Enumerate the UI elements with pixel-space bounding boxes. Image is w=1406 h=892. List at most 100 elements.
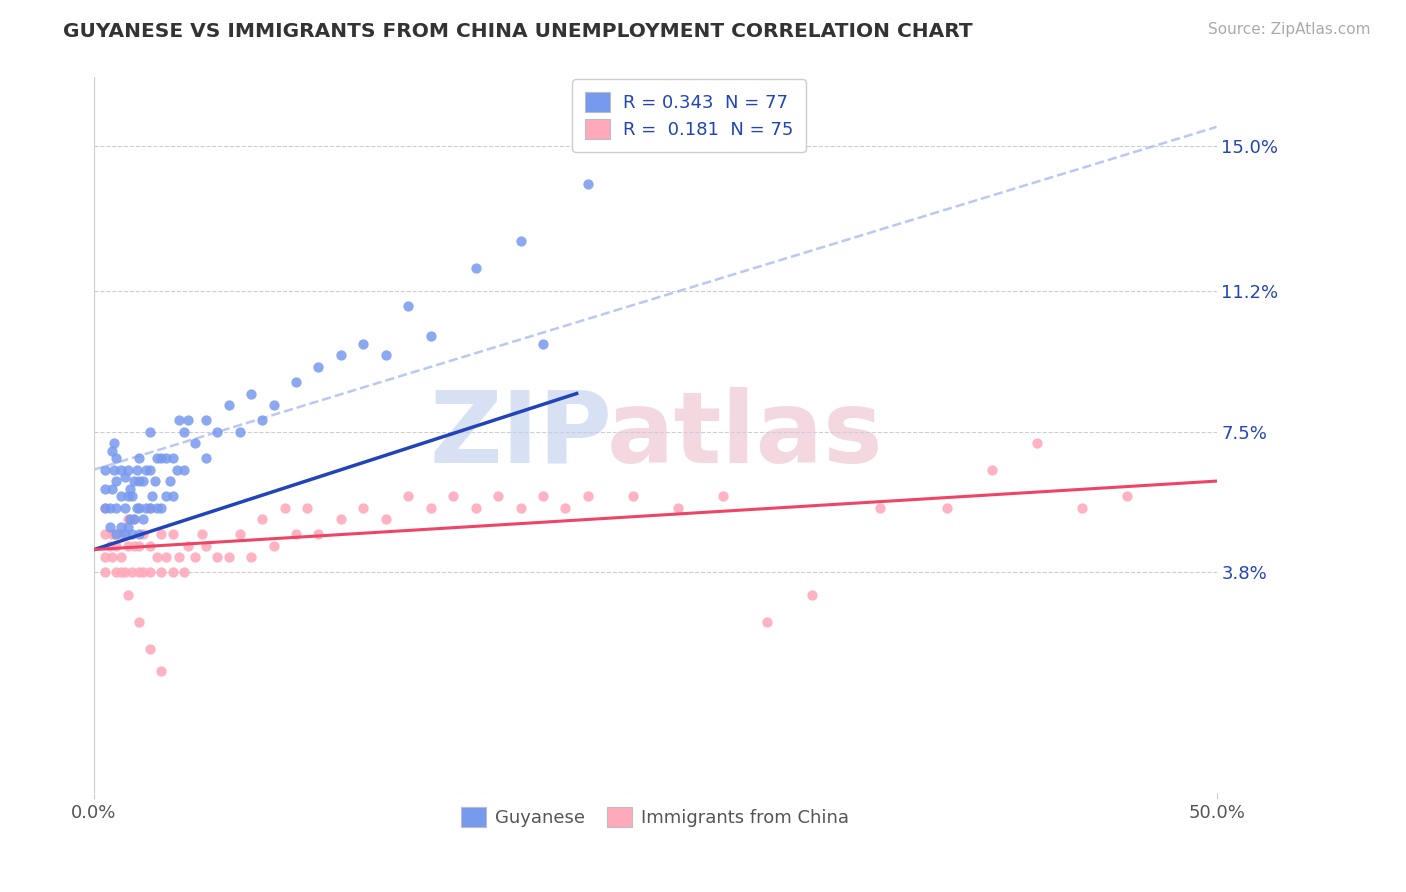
- Point: [128, 527, 150, 541]
- Point: [139, 425, 162, 439]
- Text: Source: ZipAtlas.com: Source: ZipAtlas.com: [1208, 22, 1371, 37]
- Point: [173, 425, 195, 439]
- Point: [141, 489, 163, 503]
- Point: [184, 550, 207, 565]
- Point: [117, 489, 139, 503]
- Point: [419, 329, 441, 343]
- Point: [105, 527, 128, 541]
- Point: [509, 500, 531, 515]
- Point: [139, 566, 162, 580]
- Point: [167, 550, 190, 565]
- Point: [110, 489, 132, 503]
- Point: [139, 500, 162, 515]
- Point: [374, 348, 396, 362]
- Point: [98, 539, 121, 553]
- Point: [352, 337, 374, 351]
- Point: [285, 527, 308, 541]
- Point: [162, 489, 184, 503]
- Point: [159, 474, 181, 488]
- Point: [128, 474, 150, 488]
- Point: [981, 463, 1004, 477]
- Point: [101, 550, 124, 565]
- Point: [103, 527, 125, 541]
- Point: [419, 500, 441, 515]
- Point: [509, 234, 531, 248]
- Point: [114, 566, 136, 580]
- Point: [150, 500, 173, 515]
- Point: [110, 550, 132, 565]
- Text: ZIP: ZIP: [429, 387, 612, 483]
- Point: [117, 520, 139, 534]
- Point: [98, 520, 121, 534]
- Point: [285, 375, 308, 389]
- Point: [118, 482, 141, 496]
- Point: [195, 451, 218, 466]
- Point: [128, 539, 150, 553]
- Point: [240, 550, 263, 565]
- Point: [117, 512, 139, 526]
- Point: [195, 539, 218, 553]
- Point: [132, 512, 155, 526]
- Point: [801, 588, 824, 602]
- Point: [135, 463, 157, 477]
- Point: [118, 512, 141, 526]
- Point: [576, 177, 599, 191]
- Point: [98, 500, 121, 515]
- Point: [94, 500, 117, 515]
- Point: [110, 463, 132, 477]
- Point: [252, 413, 274, 427]
- Point: [105, 474, 128, 488]
- Point: [110, 520, 132, 534]
- Point: [135, 500, 157, 515]
- Point: [155, 550, 177, 565]
- Point: [554, 500, 576, 515]
- Point: [105, 500, 128, 515]
- Point: [576, 489, 599, 503]
- Point: [121, 527, 143, 541]
- Point: [146, 451, 169, 466]
- Point: [150, 665, 173, 679]
- Point: [105, 566, 128, 580]
- Point: [128, 500, 150, 515]
- Point: [329, 348, 352, 362]
- Point: [94, 463, 117, 477]
- Point: [464, 500, 486, 515]
- Point: [146, 500, 169, 515]
- Point: [329, 512, 352, 526]
- Point: [117, 463, 139, 477]
- Point: [184, 436, 207, 450]
- Point: [162, 451, 184, 466]
- Point: [162, 566, 184, 580]
- Point: [666, 500, 689, 515]
- Point: [94, 500, 117, 515]
- Point: [103, 436, 125, 450]
- Point: [94, 527, 117, 541]
- Point: [128, 566, 150, 580]
- Point: [195, 413, 218, 427]
- Point: [105, 539, 128, 553]
- Point: [162, 527, 184, 541]
- Point: [117, 588, 139, 602]
- Legend: Guyanese, Immigrants from China: Guyanese, Immigrants from China: [454, 800, 856, 834]
- Point: [155, 489, 177, 503]
- Point: [1070, 500, 1092, 515]
- Point: [139, 641, 162, 656]
- Point: [132, 527, 155, 541]
- Point: [274, 500, 297, 515]
- Point: [177, 413, 200, 427]
- Point: [150, 527, 173, 541]
- Point: [936, 500, 959, 515]
- Point: [101, 527, 124, 541]
- Point: [146, 550, 169, 565]
- Point: [396, 299, 419, 313]
- Point: [101, 482, 124, 496]
- Point: [101, 443, 124, 458]
- Text: atlas: atlas: [607, 387, 883, 483]
- Point: [110, 527, 132, 541]
- Point: [1115, 489, 1137, 503]
- Point: [263, 539, 285, 553]
- Point: [177, 539, 200, 553]
- Point: [94, 482, 117, 496]
- Point: [132, 566, 155, 580]
- Point: [132, 474, 155, 488]
